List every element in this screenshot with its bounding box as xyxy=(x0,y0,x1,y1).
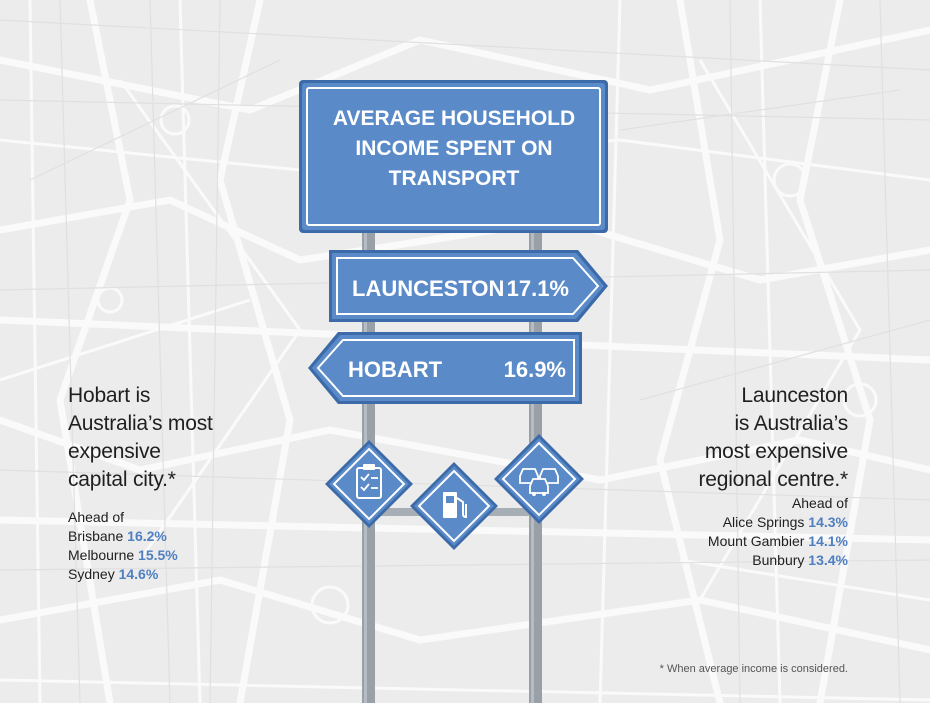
city-percentage: 16.2% xyxy=(127,528,167,544)
hobart-ahead-list: Brisbane 16.2% Melbourne 15.5% Sydney 14… xyxy=(68,527,288,584)
list-item: Mount Gambier 14.1% xyxy=(618,532,848,551)
footnote: * When average income is considered. xyxy=(659,663,848,675)
hobart-headline-line: capital city.* xyxy=(68,468,176,491)
city-name: Sydney xyxy=(68,566,115,582)
city-percentage: 14.3% xyxy=(808,514,848,530)
hobart-sign: HOBART 16.9% xyxy=(308,332,582,404)
main-title-sign: AVERAGE HOUSEHOLD INCOME SPENT ON TRANSP… xyxy=(299,80,608,233)
traffic-cars-icon xyxy=(494,434,584,524)
hobart-headline-line: Australia’s most xyxy=(68,412,213,435)
launceston-ahead-title: Ahead of xyxy=(791,495,848,511)
launceston-info-panel: Launceston is Australia’s most expensive… xyxy=(618,382,848,570)
fuel-pump-icon xyxy=(410,462,498,550)
city-percentage: 14.6% xyxy=(118,566,159,582)
list-item: Alice Springs 14.3% xyxy=(618,513,848,532)
city-name: Melbourne xyxy=(68,547,135,563)
launceston-headline-line: most expensive xyxy=(704,440,848,463)
launceston-sign: LAUNCESTON 17.1% xyxy=(329,250,608,322)
city-name: Alice Springs xyxy=(722,514,805,530)
launceston-headline-line: is Australia’s xyxy=(734,412,848,435)
hobart-info-panel: Hobart is Australia’s most expensive cap… xyxy=(68,382,288,584)
hobart-sign-value: 16.9% xyxy=(504,357,566,382)
launceston-sign-city: LAUNCESTON xyxy=(352,276,504,301)
city-name: Brisbane xyxy=(68,528,124,544)
main-title-line-3: TRANSPORT xyxy=(389,167,520,190)
list-item: Bunbury 13.4% xyxy=(618,551,848,570)
main-title-line-2: INCOME SPENT ON xyxy=(355,137,552,160)
hobart-headline-line: Hobart is xyxy=(68,384,151,407)
city-percentage: 14.1% xyxy=(808,533,848,549)
launceston-headline: Launceston is Australia’s most expensive… xyxy=(618,382,848,494)
list-item: Melbourne 15.5% xyxy=(68,546,288,565)
hobart-ahead-title: Ahead of xyxy=(68,509,125,525)
launceston-ahead-list: Alice Springs 14.3% Mount Gambier 14.1% … xyxy=(618,513,848,570)
checklist-icon xyxy=(325,440,413,528)
launceston-sign-value: 17.1% xyxy=(507,276,569,301)
city-name: Mount Gambier xyxy=(707,533,805,549)
city-percentage: 15.5% xyxy=(138,547,178,563)
hobart-headline-line: expensive xyxy=(68,440,161,463)
city-name: Bunbury xyxy=(752,552,805,568)
city-percentage: 13.4% xyxy=(808,552,848,568)
hobart-sign-city: HOBART xyxy=(348,357,443,382)
list-item: Brisbane 16.2% xyxy=(68,527,288,546)
launceston-headline-line: Launceston xyxy=(741,384,848,407)
hobart-headline: Hobart is Australia’s most expensive cap… xyxy=(68,382,288,494)
main-title-line-1: AVERAGE HOUSEHOLD xyxy=(333,107,575,130)
list-item: Sydney 14.6% xyxy=(68,565,288,584)
launceston-headline-line: regional centre.* xyxy=(698,468,848,491)
